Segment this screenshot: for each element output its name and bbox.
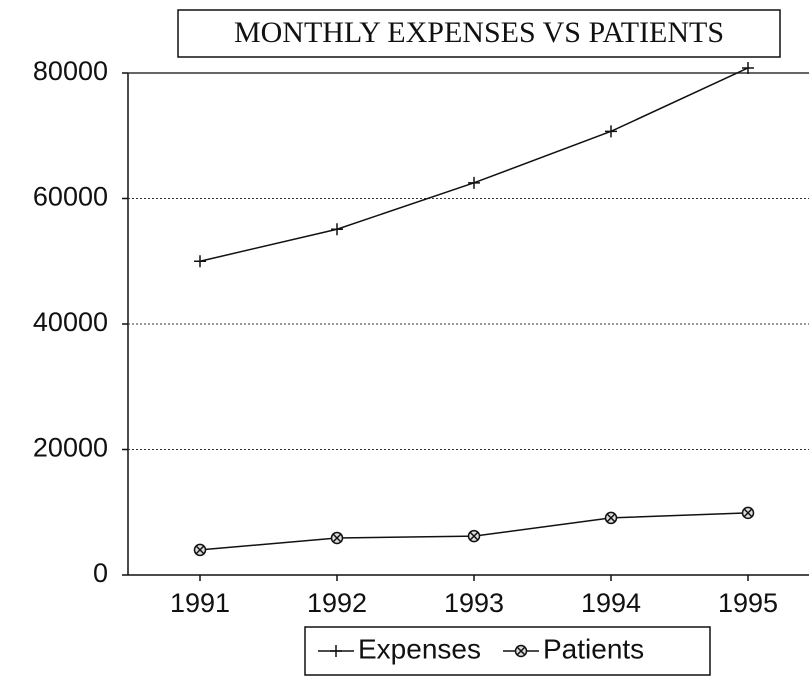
y-tick-label: 20000 [33,433,108,463]
marker-plus [331,223,343,236]
chart-title: MONTHLY EXPENSES VS PATIENTS [234,16,724,49]
marker-circle [193,543,207,557]
marker-plus [194,255,206,268]
marker-plus [468,176,480,189]
y-tick-label: 40000 [33,307,108,337]
marker-circle [741,506,755,520]
x-tick-label: 1991 [170,588,230,618]
x-tick-label: 1995 [718,588,778,618]
y-tick-label: 60000 [33,182,108,212]
marker-circle [467,529,481,543]
x-tick-label: 1994 [581,588,641,618]
x-tick-label: 1993 [444,588,504,618]
marker-plus [742,61,754,74]
y-tick-label: 80000 [33,56,108,86]
legend-label: Patients [543,633,644,664]
marker-circle [330,531,344,545]
marker-circle [604,511,618,525]
title-box [177,9,781,58]
legend-marker [514,644,528,658]
legend-marker [330,645,342,657]
series-line [199,67,749,262]
legend-label: Expenses [358,633,481,664]
y-tick-label: 0 [93,558,108,588]
marker-plus [605,125,617,138]
x-tick-label: 1992 [307,588,367,618]
